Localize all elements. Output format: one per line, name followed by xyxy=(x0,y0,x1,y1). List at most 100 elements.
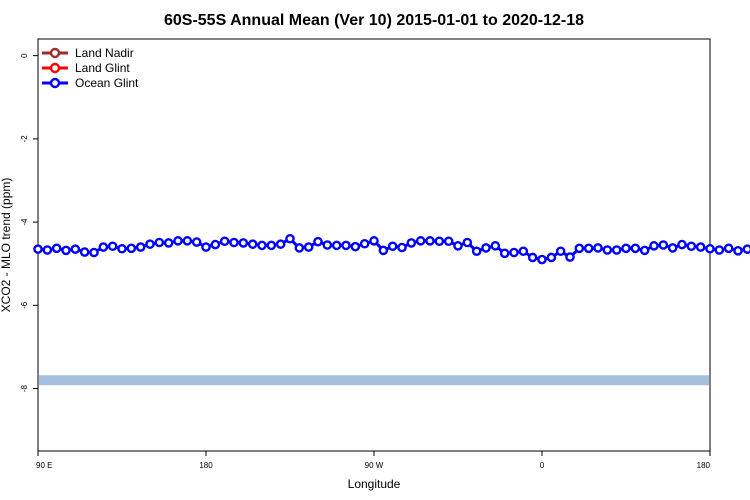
data-point xyxy=(723,243,734,254)
y-tick-label: -4 xyxy=(20,218,29,226)
x-tick-label: 0 xyxy=(540,461,545,470)
legend-label: Land Nadir xyxy=(75,46,134,60)
data-point xyxy=(107,241,118,252)
data-point xyxy=(210,239,221,250)
data-point xyxy=(285,233,295,244)
data-point xyxy=(89,247,99,258)
data-point xyxy=(42,245,53,255)
data-point xyxy=(33,244,43,254)
data-point xyxy=(425,236,435,246)
data-point xyxy=(350,241,361,252)
data-point xyxy=(611,245,622,255)
data-point xyxy=(247,239,258,249)
x-axis: 90 E 180 90 W 0 180 xyxy=(36,451,711,470)
data-point xyxy=(471,246,482,257)
data-point xyxy=(667,243,678,253)
series-layer xyxy=(33,233,750,265)
data-point xyxy=(201,242,211,252)
x-axis-label: Longitude xyxy=(348,477,401,491)
data-point xyxy=(275,239,286,249)
data-point xyxy=(70,244,81,254)
data-point xyxy=(481,243,491,253)
legend-marker xyxy=(49,47,61,59)
data-point xyxy=(238,238,249,248)
data-point xyxy=(51,243,62,254)
legend-marker xyxy=(49,62,61,74)
data-point xyxy=(630,243,641,254)
data-point xyxy=(527,252,538,263)
data-point xyxy=(154,237,165,248)
data-point xyxy=(742,244,750,254)
data-point xyxy=(135,242,146,252)
x-tick-label: 180 xyxy=(199,461,213,470)
data-point xyxy=(593,243,603,253)
data-point xyxy=(219,236,230,247)
data-point xyxy=(406,238,417,248)
data-point xyxy=(490,241,501,251)
data-point xyxy=(322,240,333,250)
data-point xyxy=(61,245,71,256)
x-tick-label: 90 E xyxy=(36,461,52,470)
data-point xyxy=(443,236,454,247)
data-point xyxy=(294,243,305,253)
data-point xyxy=(677,239,687,250)
data-point xyxy=(583,243,594,254)
data-point xyxy=(555,246,566,257)
data-point xyxy=(229,237,239,248)
data-point xyxy=(686,241,697,252)
data-point xyxy=(98,242,109,252)
data-point xyxy=(126,243,137,254)
y-tick-label: -6 xyxy=(20,301,29,309)
data-point xyxy=(163,238,174,248)
data-point xyxy=(509,247,519,258)
data-point xyxy=(313,236,323,247)
data-point xyxy=(714,245,725,255)
y-tick-label: -8 xyxy=(20,384,29,392)
data-point xyxy=(621,243,631,254)
data-point xyxy=(369,236,379,246)
data-point xyxy=(462,237,473,248)
data-point xyxy=(565,252,575,262)
y-tick-label: 0 xyxy=(20,53,29,58)
data-point xyxy=(173,236,183,246)
data-point xyxy=(397,242,407,253)
data-point xyxy=(434,236,445,247)
y-axis: 0 -2 -4 -6 -8 xyxy=(20,53,38,392)
data-point xyxy=(574,243,585,254)
data-point xyxy=(341,240,351,251)
data-point xyxy=(257,240,267,251)
data-point xyxy=(453,241,463,251)
y-axis-label: XCO2 - MLO trend (ppm) xyxy=(0,178,13,313)
data-point xyxy=(695,242,706,252)
data-point xyxy=(499,248,510,259)
x-tick-label: 180 xyxy=(697,461,711,470)
data-point xyxy=(546,252,557,263)
data-point xyxy=(602,245,613,255)
legend-marker xyxy=(49,77,61,89)
data-point xyxy=(303,242,314,252)
data-point xyxy=(191,237,202,247)
data-point xyxy=(518,246,529,257)
data-point xyxy=(537,254,547,265)
data-point xyxy=(182,236,193,246)
chart-title: 60S-55S Annual Mean (Ver 10) 2015-01-01 … xyxy=(164,12,584,29)
data-point xyxy=(639,245,650,256)
data-point xyxy=(145,239,155,249)
data-point xyxy=(117,243,127,254)
data-point xyxy=(331,240,342,251)
data-point xyxy=(266,240,277,251)
data-point xyxy=(79,247,90,257)
data-point xyxy=(705,243,715,254)
y-tick-label: -2 xyxy=(20,135,29,143)
data-point xyxy=(658,240,669,250)
data-point xyxy=(378,245,389,256)
data-point xyxy=(359,238,370,249)
data-point xyxy=(415,236,426,246)
data-point xyxy=(649,241,659,251)
data-point xyxy=(387,241,398,252)
data-point xyxy=(733,246,743,256)
x-tick-label: 90 W xyxy=(365,461,384,470)
legend-label: Land Glint xyxy=(75,61,130,75)
